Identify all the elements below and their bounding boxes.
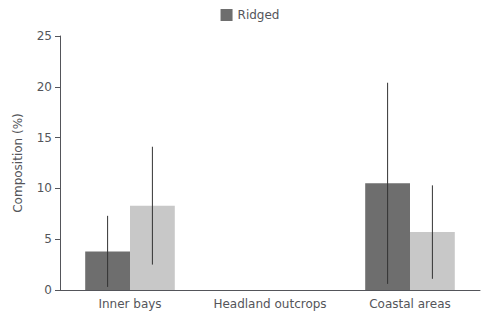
svg-text:Headland outcrops: Headland outcrops — [213, 297, 326, 311]
svg-text:Ridged: Ridged — [238, 8, 280, 22]
svg-text:Coastal areas: Coastal areas — [369, 297, 451, 311]
svg-text:25: 25 — [37, 29, 52, 43]
svg-text:10: 10 — [37, 181, 52, 195]
svg-text:Composition (%): Composition (%) — [11, 113, 25, 213]
svg-text:Inner bays: Inner bays — [98, 297, 161, 311]
svg-text:15: 15 — [37, 131, 52, 145]
svg-text:5: 5 — [44, 232, 52, 246]
svg-text:20: 20 — [37, 80, 52, 94]
svg-text:0: 0 — [44, 283, 52, 297]
